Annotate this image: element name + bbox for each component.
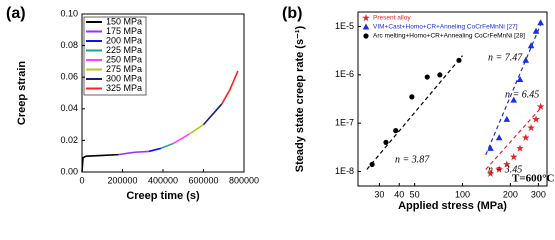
point (527, 42, 535, 49)
series-line (221, 70, 239, 105)
series-line (202, 103, 223, 126)
fit-line (366, 55, 463, 170)
legend-label: 150 MPa (106, 16, 142, 26)
x-tick-label: 400000 (148, 175, 178, 185)
legend-label: 225 MPa (106, 45, 142, 55)
y-tick-label: 0.02 (60, 135, 78, 145)
annotation: n = 3.87 (395, 154, 430, 165)
legend-marker (362, 23, 370, 30)
fit-line (485, 19, 544, 156)
legend-label: 300 MPa (106, 73, 142, 83)
x-tick-label: 200000 (107, 175, 137, 185)
point (486, 169, 495, 177)
panel-label: (b) (282, 5, 302, 22)
x-tick-label: 800000 (229, 175, 259, 185)
legend-label: 200 MPa (106, 35, 142, 45)
y-tick-label: 0.04 (60, 103, 78, 113)
point (437, 72, 443, 78)
point (522, 56, 530, 63)
point (527, 123, 535, 132)
point (532, 115, 540, 123)
point (521, 133, 530, 141)
point (393, 128, 399, 134)
point (532, 27, 540, 34)
legend-label: 250 MPa (106, 54, 142, 64)
point (495, 134, 503, 141)
legend-marker (363, 33, 369, 39)
legend-label: Arc melting+Homo+CR+Annealing CoCrFeMnNi… (373, 33, 525, 40)
point (409, 94, 415, 100)
y-tick-label: 0.08 (60, 40, 78, 50)
x-tick-label: 100 (455, 189, 470, 199)
point (424, 74, 430, 80)
x-tick-label: 50 (410, 189, 420, 199)
point (369, 161, 375, 167)
series-line (148, 147, 162, 153)
x-tick-label: 40 (394, 189, 404, 199)
figure: (a) Creep time (s) Creep strain 0 200000 4000… (6, 5, 555, 212)
legend-box (83, 16, 147, 96)
point (503, 160, 511, 168)
fit-line (485, 105, 544, 170)
x-axis-label: Creep time (s) (126, 190, 200, 202)
x-tick-label: 600000 (188, 175, 218, 185)
legend-label: 175 MPa (106, 26, 142, 36)
series-line (172, 133, 190, 145)
point (487, 144, 494, 151)
y-tick-label: 1E-5 (335, 21, 354, 31)
point (536, 102, 545, 110)
point (516, 76, 524, 83)
y-tick-label: 0.00 (60, 166, 78, 176)
series-line (188, 123, 204, 135)
x-axis-label: Applied stress (MPa) (398, 200, 507, 212)
plot-frame (357, 11, 548, 187)
point (383, 139, 389, 145)
x-tick-label: 0 (79, 175, 84, 185)
series-line (118, 150, 149, 156)
y-tick-label: 1E-8 (335, 166, 354, 176)
point (503, 115, 511, 122)
point (510, 96, 518, 103)
legend-label: VIM+Cast+Homo+CR+Anneling CoCrFeMnNi [27… (373, 24, 518, 31)
panel-label: (a) (6, 5, 26, 22)
annotation: T=600°C (512, 173, 555, 185)
series-line (81, 153, 119, 173)
annotation: n = 6.45 (505, 89, 539, 100)
legend-label: Present alloy (373, 15, 411, 22)
point (516, 144, 524, 152)
point (456, 57, 462, 63)
legend-label: 325 MPa (106, 83, 142, 93)
point (509, 152, 518, 161)
y-tick-label: 1E-7 (335, 118, 354, 128)
y-axis-label: Steady state creep rate (s⁻¹) (294, 25, 306, 172)
legend-marker (362, 14, 370, 22)
y-tick-label: 0.06 (60, 72, 78, 82)
annotation: n = 7.47 (488, 52, 523, 63)
point (537, 19, 544, 26)
legend-label: 275 MPa (106, 64, 142, 74)
annotation: n = 3.45 (488, 164, 522, 175)
x-tick-label: 30 (374, 189, 384, 199)
y-axis-label: Creep strain (16, 61, 28, 125)
y-tick-label: 0.10 (60, 8, 78, 18)
series-line (160, 142, 174, 150)
point (495, 165, 503, 173)
x-tick-label: 200 (503, 189, 518, 199)
x-tick-label: 300 (531, 189, 546, 199)
y-tick-label: 1E-6 (335, 69, 354, 79)
